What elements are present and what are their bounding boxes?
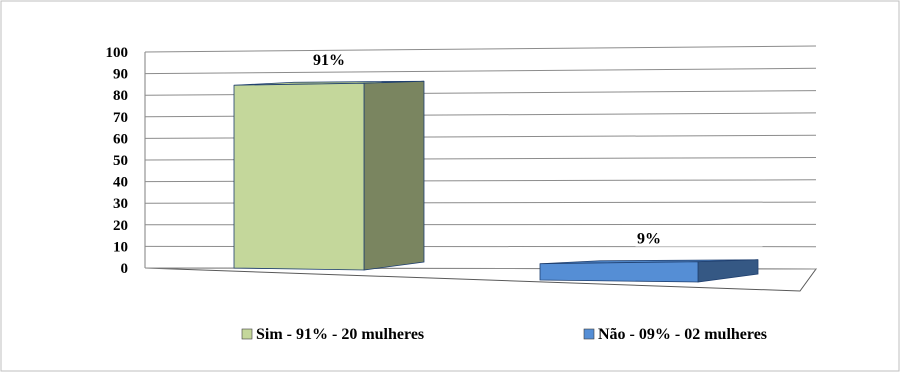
- bar-side: [697, 259, 759, 283]
- legend-swatch: [241, 328, 253, 340]
- y-tick-label: 30: [113, 196, 128, 212]
- legend-label: Sim - 91% - 20 mulheres: [256, 326, 424, 343]
- y-tick-label: 90: [113, 67, 128, 83]
- y-tick-label: 20: [113, 218, 128, 234]
- legend-item: Sim - 91% - 20 mulheres: [241, 326, 424, 343]
- bar-front: [233, 82, 365, 271]
- y-tick-label: 70: [113, 110, 128, 126]
- legend-swatch: [583, 328, 595, 340]
- legend: Sim - 91% - 20 mulheres Não - 09% - 02 mu…: [241, 326, 767, 343]
- legend-label: Não - 09% - 02 mulheres: [598, 326, 767, 343]
- y-tick-label: 60: [113, 131, 128, 147]
- y-axis-ticks: 0 10 20 30 40 50 60 70 80 90 100: [106, 45, 129, 277]
- data-labels: 91% 9%: [313, 52, 661, 247]
- bar-nao: [539, 259, 759, 283]
- y-tick-label: 80: [113, 88, 128, 104]
- bar-front: [539, 261, 699, 283]
- y-tick-label: 10: [113, 239, 128, 255]
- data-label: 9%: [637, 231, 661, 248]
- bar-side: [363, 80, 425, 271]
- y-tick-label: 100: [106, 45, 129, 61]
- gridline: [144, 45, 817, 53]
- legend-item: Não - 09% - 02 mulheres: [583, 326, 767, 343]
- gridline: [144, 67, 817, 75]
- data-label: 91%: [313, 52, 345, 69]
- y-tick-label: 50: [113, 153, 128, 169]
- y-tick-label: 0: [121, 261, 129, 277]
- bar-sim: [233, 80, 425, 271]
- y-tick-label: 40: [113, 175, 128, 191]
- bars: [233, 80, 759, 283]
